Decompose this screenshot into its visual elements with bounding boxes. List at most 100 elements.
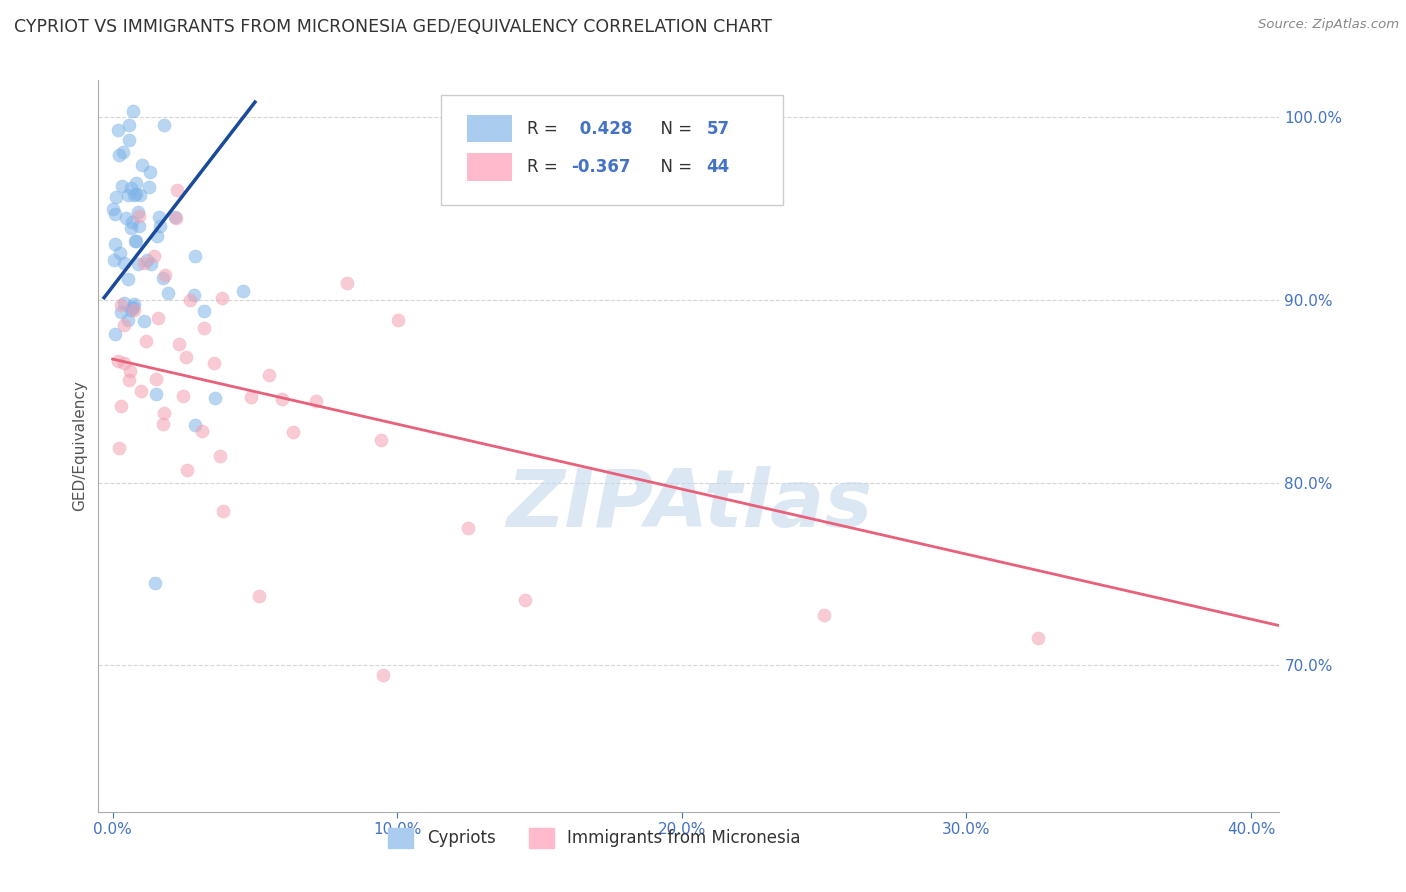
Point [281, 425, 304, 439]
Point [132, 314, 155, 328]
Point [120, 303, 142, 318]
Point [122, 103, 145, 118]
Point [145, 372, 167, 386]
Point [457, 521, 479, 535]
Y-axis label: GED/Equivalency: GED/Equivalency [72, 381, 87, 511]
Text: R =: R = [527, 158, 564, 177]
Point [163, 211, 186, 225]
Text: 57: 57 [707, 120, 730, 137]
Point [176, 462, 198, 476]
Point [127, 205, 149, 219]
Point [204, 391, 226, 405]
Point [107, 123, 129, 137]
Point [121, 301, 143, 315]
Point [247, 589, 270, 603]
Point [141, 257, 163, 271]
Point [131, 158, 153, 172]
Point [149, 219, 172, 233]
Point [134, 255, 156, 269]
Point [145, 386, 167, 401]
Point [153, 405, 176, 419]
Point [128, 209, 150, 223]
Point [122, 300, 145, 314]
Point [112, 295, 135, 310]
Point [515, 592, 537, 607]
Point [257, 368, 280, 382]
Point [813, 607, 835, 622]
FancyBboxPatch shape [467, 115, 512, 143]
Point [118, 364, 141, 378]
Text: N =: N = [650, 158, 697, 177]
Point [152, 270, 174, 285]
Point [104, 207, 127, 221]
Point [125, 176, 148, 190]
Point [166, 211, 188, 226]
Point [172, 389, 194, 403]
Point [122, 187, 145, 202]
Point [183, 418, 205, 433]
Point [167, 336, 190, 351]
Point [370, 434, 392, 448]
Point [174, 351, 197, 365]
Point [193, 321, 215, 335]
Point [117, 188, 139, 202]
Point [107, 354, 129, 368]
Point [138, 180, 160, 194]
Point [271, 392, 294, 406]
Point [122, 297, 145, 311]
Point [211, 504, 233, 518]
Point [114, 356, 136, 370]
Point [336, 277, 359, 291]
Point [183, 288, 205, 302]
Point [103, 252, 125, 267]
Text: 44: 44 [707, 158, 730, 177]
Point [112, 318, 135, 332]
Point [118, 118, 141, 132]
Point [118, 373, 141, 387]
Point [139, 165, 162, 179]
Point [190, 424, 212, 438]
Point [124, 234, 146, 248]
Point [108, 148, 131, 162]
Point [112, 145, 135, 159]
Text: CYPRIOT VS IMMIGRANTS FROM MICRONESIA GED/EQUIVALENCY CORRELATION CHART: CYPRIOT VS IMMIGRANTS FROM MICRONESIA GE… [14, 18, 772, 36]
Point [387, 313, 409, 327]
Point [121, 215, 143, 229]
Point [371, 667, 394, 681]
Point [112, 255, 135, 269]
Point [108, 441, 131, 455]
Text: ZIPAtlas: ZIPAtlas [506, 466, 872, 543]
Point [128, 188, 150, 202]
Point [209, 450, 232, 464]
Point [179, 293, 201, 308]
Point [104, 236, 127, 251]
Point [120, 221, 142, 235]
Point [104, 326, 127, 341]
Point [110, 305, 132, 319]
Point [114, 211, 136, 225]
Point [211, 291, 233, 305]
FancyBboxPatch shape [441, 95, 783, 204]
Point [145, 229, 167, 244]
Point [142, 249, 165, 263]
Text: R =: R = [527, 120, 564, 137]
Point [153, 118, 176, 132]
Point [153, 268, 176, 282]
Point [117, 313, 139, 327]
Point [152, 417, 174, 431]
Point [124, 303, 146, 318]
Point [143, 576, 166, 591]
Point [193, 304, 215, 318]
Legend: Cypriots, Immigrants from Micronesia: Cypriots, Immigrants from Micronesia [381, 821, 807, 855]
Point [305, 394, 328, 409]
Point [110, 298, 132, 312]
Point [120, 181, 142, 195]
Text: Source: ZipAtlas.com: Source: ZipAtlas.com [1258, 18, 1399, 31]
Point [232, 284, 254, 298]
Point [157, 286, 180, 301]
Point [183, 249, 205, 263]
Point [117, 272, 139, 286]
Point [202, 356, 225, 370]
Point [110, 399, 132, 413]
Point [128, 219, 150, 233]
